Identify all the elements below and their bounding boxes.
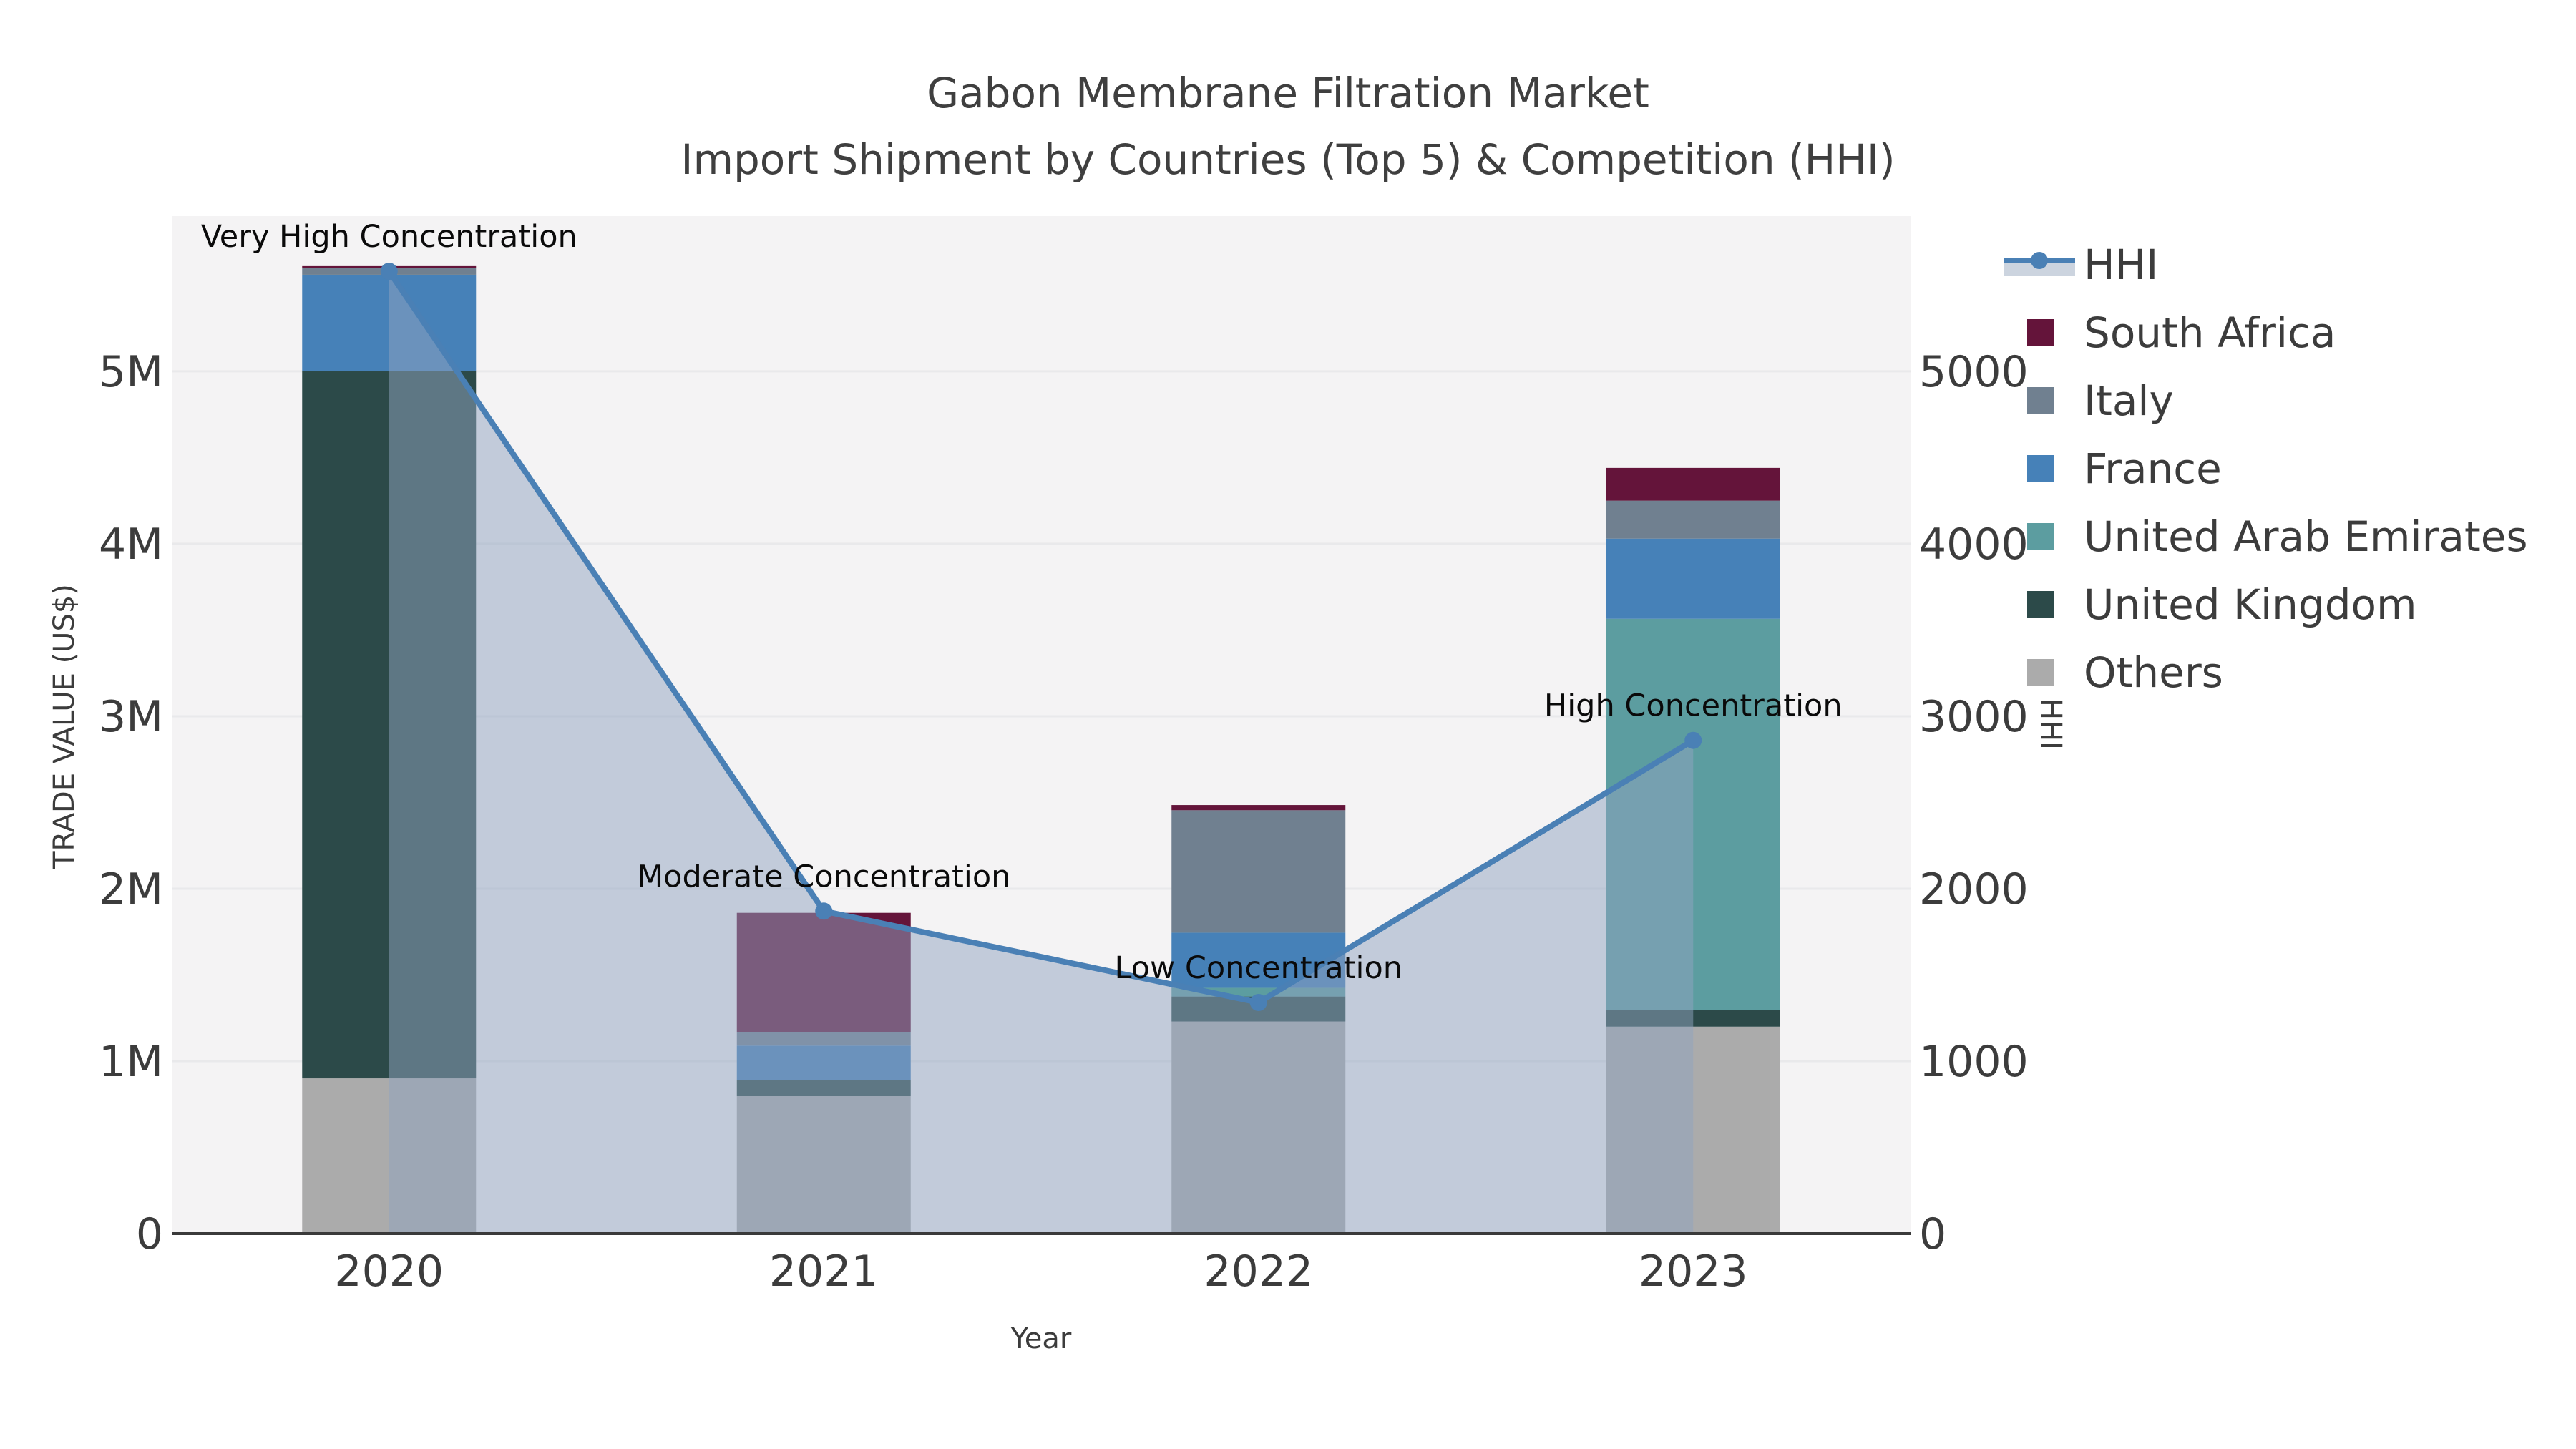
y-left-tick-5M: 5M <box>99 347 163 397</box>
bar-segment-2022-italy <box>1171 810 1346 933</box>
y-left-tick-2M: 2M <box>99 864 163 914</box>
x-axis-label: Year <box>1010 1322 1072 1355</box>
bar-segment-2022-south-africa <box>1171 805 1346 811</box>
chart-title: Gabon Membrane Filtration Market <box>927 69 1649 117</box>
annotation-2023: High Concentration <box>1544 688 1843 724</box>
legend-label-united-kingdom: United Kingdom <box>2084 580 2417 629</box>
hhi-marker-2022 <box>1249 994 1267 1012</box>
legend-label-italy: Italy <box>2084 376 2174 425</box>
x-tick-2023: 2023 <box>1639 1246 1748 1297</box>
y-left-tick-0: 0 <box>136 1209 163 1259</box>
y-left-tick-1M: 1M <box>99 1037 163 1087</box>
hhi-marker-2021 <box>815 902 833 920</box>
legend-label-others: Others <box>2084 648 2223 697</box>
annotation-2020: Very High Concentration <box>201 219 577 255</box>
y-right-tick-1000: 1000 <box>1919 1037 2029 1087</box>
legend-label-france: France <box>2084 444 2222 493</box>
y-axis-right-label: HHI <box>2034 698 2067 750</box>
legend-label-south-africa: South Africa <box>2084 308 2336 357</box>
legend-swatch-others <box>2027 659 2054 686</box>
legend-swatch-united-arab-emirates <box>2027 523 2054 550</box>
y-right-tick-4000: 4000 <box>1919 519 2029 570</box>
legend-label-hhi: HHI <box>2084 240 2158 289</box>
annotation-2022: Low Concentration <box>1114 950 1402 986</box>
y-right-tick-5000: 5000 <box>1919 347 2029 397</box>
legend-swatch-italy <box>2027 387 2054 414</box>
x-tick-2021: 2021 <box>769 1246 879 1297</box>
y-right-tick-0: 0 <box>1919 1209 1946 1259</box>
y-axis-left-label: TRADE VALUE (US$) <box>48 584 81 869</box>
x-tick-2022: 2022 <box>1204 1246 1313 1297</box>
hhi-marker-2023 <box>1684 731 1702 749</box>
legend-swatch-france <box>2027 455 2054 482</box>
x-tick-2020: 2020 <box>334 1246 444 1297</box>
y-right-tick-2000: 2000 <box>1919 864 2029 914</box>
y-right-tick-3000: 3000 <box>1919 692 2029 742</box>
bar-segment-2023-france <box>1606 538 1780 619</box>
hhi-marker-2020 <box>380 263 398 280</box>
bar-segment-2023-south-africa <box>1606 467 1780 501</box>
hhi-line <box>386 269 1695 1006</box>
chart-subtitle: Import Shipment by Countries (Top 5) & C… <box>680 135 1895 184</box>
legend-swatch-south-africa <box>2027 319 2054 346</box>
annotation-2021: Moderate Concentration <box>637 859 1010 894</box>
hhi-area-fill <box>389 271 1694 1234</box>
y-left-tick-3M: 3M <box>99 692 163 742</box>
legend-label-united-arab-emirates: United Arab Emirates <box>2084 512 2528 561</box>
legend-key-hhi-marker <box>2031 252 2048 269</box>
bar-segment-2023-italy <box>1606 500 1780 539</box>
y-left-tick-4M: 4M <box>99 519 163 570</box>
legend-swatch-united-kingdom <box>2027 591 2054 618</box>
